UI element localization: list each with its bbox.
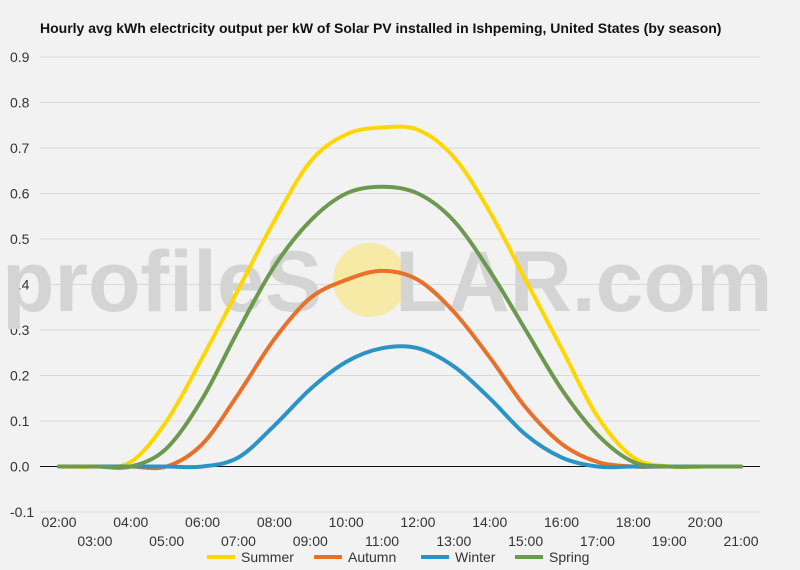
watermark-text-left: profileS bbox=[2, 234, 322, 330]
x-tick-label: 06:00 bbox=[185, 514, 220, 530]
y-tick-label: 0.3 bbox=[10, 322, 30, 338]
y-tick-label: 0.7 bbox=[10, 140, 30, 156]
series-line-summer bbox=[57, 124, 743, 470]
y-tick-label: 0.5 bbox=[10, 231, 30, 247]
x-tick-label: 13:00 bbox=[436, 533, 471, 549]
x-tick-label: 15:00 bbox=[508, 533, 543, 549]
watermark-text-right: LAR.com bbox=[395, 234, 772, 330]
legend-label-summer: Summer bbox=[241, 549, 294, 565]
x-tick-label: 12:00 bbox=[400, 514, 435, 530]
x-tick-label: 21:00 bbox=[723, 533, 758, 549]
x-tick-label: 18:00 bbox=[616, 514, 651, 530]
legend-label-winter: Winter bbox=[455, 549, 496, 565]
series-line-winter bbox=[57, 344, 743, 470]
y-tick-label: 0.4 bbox=[10, 277, 30, 293]
x-tick-label: 07:00 bbox=[221, 533, 256, 549]
x-tick-label: 10:00 bbox=[329, 514, 364, 530]
y-tick-label: 0.8 bbox=[10, 95, 30, 111]
x-tick-label: 11:00 bbox=[365, 533, 399, 549]
y-tick-label: 0.1 bbox=[10, 413, 30, 429]
x-tick-label: 20:00 bbox=[688, 514, 723, 530]
legend-label-autumn: Autumn bbox=[348, 549, 396, 565]
x-tick-label: 05:00 bbox=[149, 533, 184, 549]
y-tick-label: 0.2 bbox=[10, 368, 30, 384]
y-tick-label: 0.0 bbox=[10, 459, 30, 475]
x-tick-label: 04:00 bbox=[113, 514, 148, 530]
x-tick-label: 19:00 bbox=[652, 533, 687, 549]
y-tick-label: 0.9 bbox=[10, 49, 30, 65]
chart-title: Hourly avg kWh electricity output per kW… bbox=[40, 20, 721, 36]
x-tick-label: 09:00 bbox=[293, 533, 328, 549]
watermark-sun bbox=[333, 243, 407, 317]
y-tick-label: -0.1 bbox=[10, 504, 34, 520]
x-tick-label: 14:00 bbox=[472, 514, 507, 530]
x-tick-label: 03:00 bbox=[77, 533, 112, 549]
x-tick-label: 08:00 bbox=[257, 514, 292, 530]
legend-label-spring: Spring bbox=[549, 549, 589, 565]
y-tick-label: 0.6 bbox=[10, 186, 30, 202]
series-line-spring bbox=[57, 184, 743, 470]
x-tick-label: 17:00 bbox=[580, 533, 615, 549]
x-tick-label: 16:00 bbox=[544, 514, 579, 530]
x-tick-label: 02:00 bbox=[41, 514, 76, 530]
